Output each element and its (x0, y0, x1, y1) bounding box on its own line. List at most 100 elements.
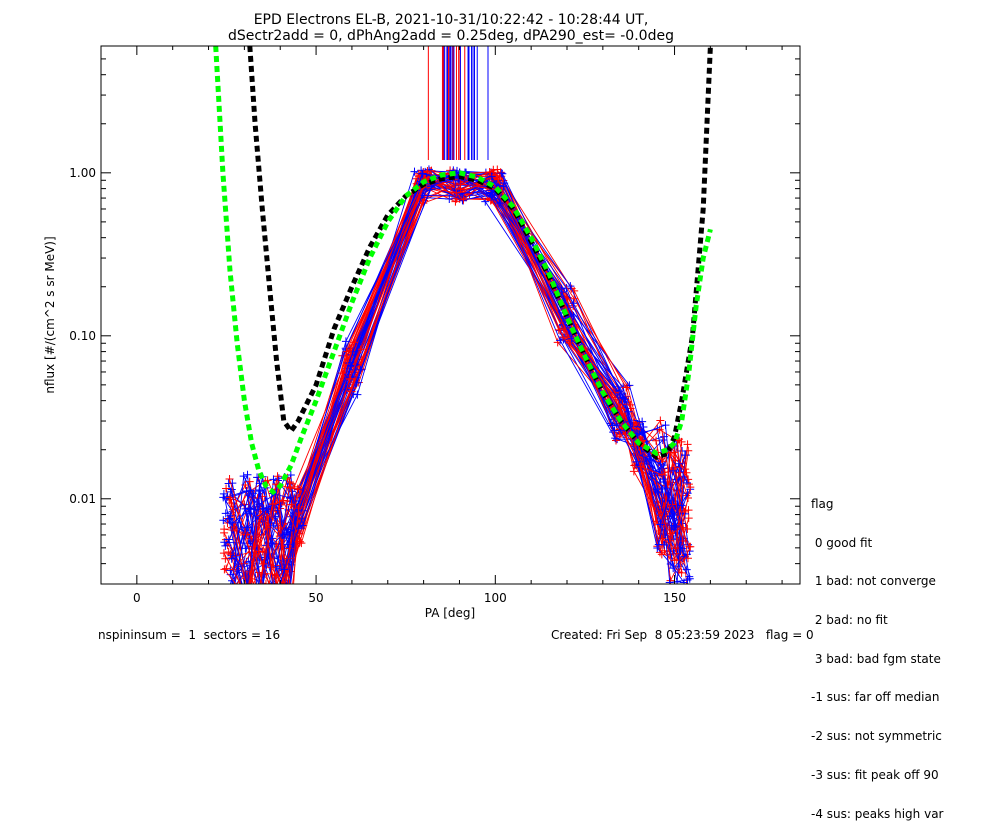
measurement-point (254, 590, 262, 598)
legend-entry-not-converge: 1 bad: not converge (811, 574, 936, 589)
measurement-point (279, 593, 287, 601)
measurement-point (670, 556, 679, 565)
measurement-point (488, 190, 497, 199)
measurement-point (244, 589, 252, 597)
measurement-point (246, 588, 254, 596)
measurement-point (257, 593, 265, 601)
measurement-point (219, 516, 228, 525)
measurement-point (273, 593, 281, 601)
measurement-point (682, 478, 691, 487)
measurement-point (660, 541, 669, 550)
x-axis-label: PA [deg] (425, 606, 475, 620)
measurement-point (570, 294, 579, 303)
measurement-point (658, 534, 667, 543)
measurement-point (243, 593, 251, 601)
measurement-line (233, 173, 685, 584)
measurement-point (276, 593, 284, 601)
measurement-point (220, 525, 229, 534)
measurement-point (274, 523, 283, 532)
measurement-point (347, 383, 356, 392)
legend-entry-far-off-median: -1 sus: far off median (811, 690, 940, 705)
measurement-point (228, 593, 236, 601)
measurement-point (263, 593, 271, 601)
measurement-point (258, 590, 266, 598)
measurement-point (499, 182, 508, 191)
measurement-point (285, 493, 294, 502)
measurement-point (410, 167, 419, 176)
measurement-point (661, 421, 670, 430)
measurement-point (255, 589, 263, 597)
measurement-point (680, 578, 689, 584)
measurement-point (658, 470, 667, 479)
measurement-point (671, 522, 680, 531)
measurement-point (279, 589, 287, 597)
legend-entry-good-fit: 0 good fit (811, 535, 873, 550)
x-tick-label: 150 (663, 591, 686, 605)
measurement-point (271, 593, 279, 601)
measurement-point (290, 482, 299, 491)
measurement-point (283, 593, 291, 601)
y-tick-label: 0.10 (69, 329, 96, 343)
measurement-point (562, 284, 571, 293)
legend-entry-bad-fgm: 3 bad: bad fgm state (811, 651, 941, 666)
measurement-point (685, 574, 694, 583)
measurement-point (254, 593, 262, 601)
measurement-point (272, 593, 280, 601)
measurement-point (219, 549, 228, 558)
measurement-point (240, 593, 248, 601)
measurement-point (341, 337, 350, 346)
x-tick-label: 100 (484, 591, 507, 605)
measurement-point (481, 197, 490, 206)
measurement-point (229, 587, 237, 595)
measurement-point (350, 338, 359, 347)
y-tick-label: 1.00 (69, 166, 96, 180)
measurement-point (286, 593, 294, 601)
measurement-point (630, 441, 639, 450)
measurement-point (279, 593, 287, 601)
measurement-point (227, 593, 235, 601)
measurement-point (287, 500, 296, 509)
measurement-point (221, 593, 229, 601)
pitch-angle-chart: EPD Electrons EL-B, 2021-10-31/10:22:42 … (43, 12, 801, 620)
measurement-point (261, 593, 269, 601)
measurement-point (487, 192, 496, 201)
chart-title: EPD Electrons EL-B, 2021-10-31/10:22:42 … (254, 12, 649, 28)
measurement-point (254, 593, 262, 601)
measurement-point (268, 590, 276, 598)
measurement-point (677, 568, 686, 577)
measurement-point (244, 491, 253, 500)
measurement-point (299, 521, 308, 530)
measurement-point (286, 483, 295, 492)
measurement-point (273, 593, 281, 601)
measurement-point (652, 436, 661, 445)
measurement-point (560, 323, 569, 332)
measurement-point (280, 593, 288, 601)
measurement-point (259, 593, 267, 601)
measurement-point (259, 559, 268, 568)
measurement-point (459, 195, 468, 204)
measurement-point (239, 593, 247, 601)
measurement-point (683, 525, 692, 534)
measurement-point (629, 467, 638, 476)
measurement-point (222, 484, 231, 493)
measurement-point (280, 565, 289, 574)
measurement-point (487, 172, 496, 181)
measurement-point (612, 420, 621, 429)
measurement-point (622, 383, 631, 392)
measurement-point (279, 496, 288, 505)
measurement-point (243, 580, 252, 584)
measurement-point (608, 421, 617, 430)
measurement-point (257, 593, 265, 601)
legend-entry-high-var: -4 sus: peaks high var (811, 806, 944, 821)
measurement-point (669, 466, 678, 475)
measurement-point (661, 484, 670, 493)
measurement-point (269, 593, 277, 601)
measurement-point (272, 593, 280, 601)
measurement-point (659, 475, 668, 484)
measurement-point (456, 180, 465, 189)
measurement-point (654, 488, 663, 497)
measurement-point (240, 500, 249, 509)
measurement-point (345, 374, 354, 383)
measurement-point (665, 578, 674, 584)
measurement-point (273, 593, 281, 601)
